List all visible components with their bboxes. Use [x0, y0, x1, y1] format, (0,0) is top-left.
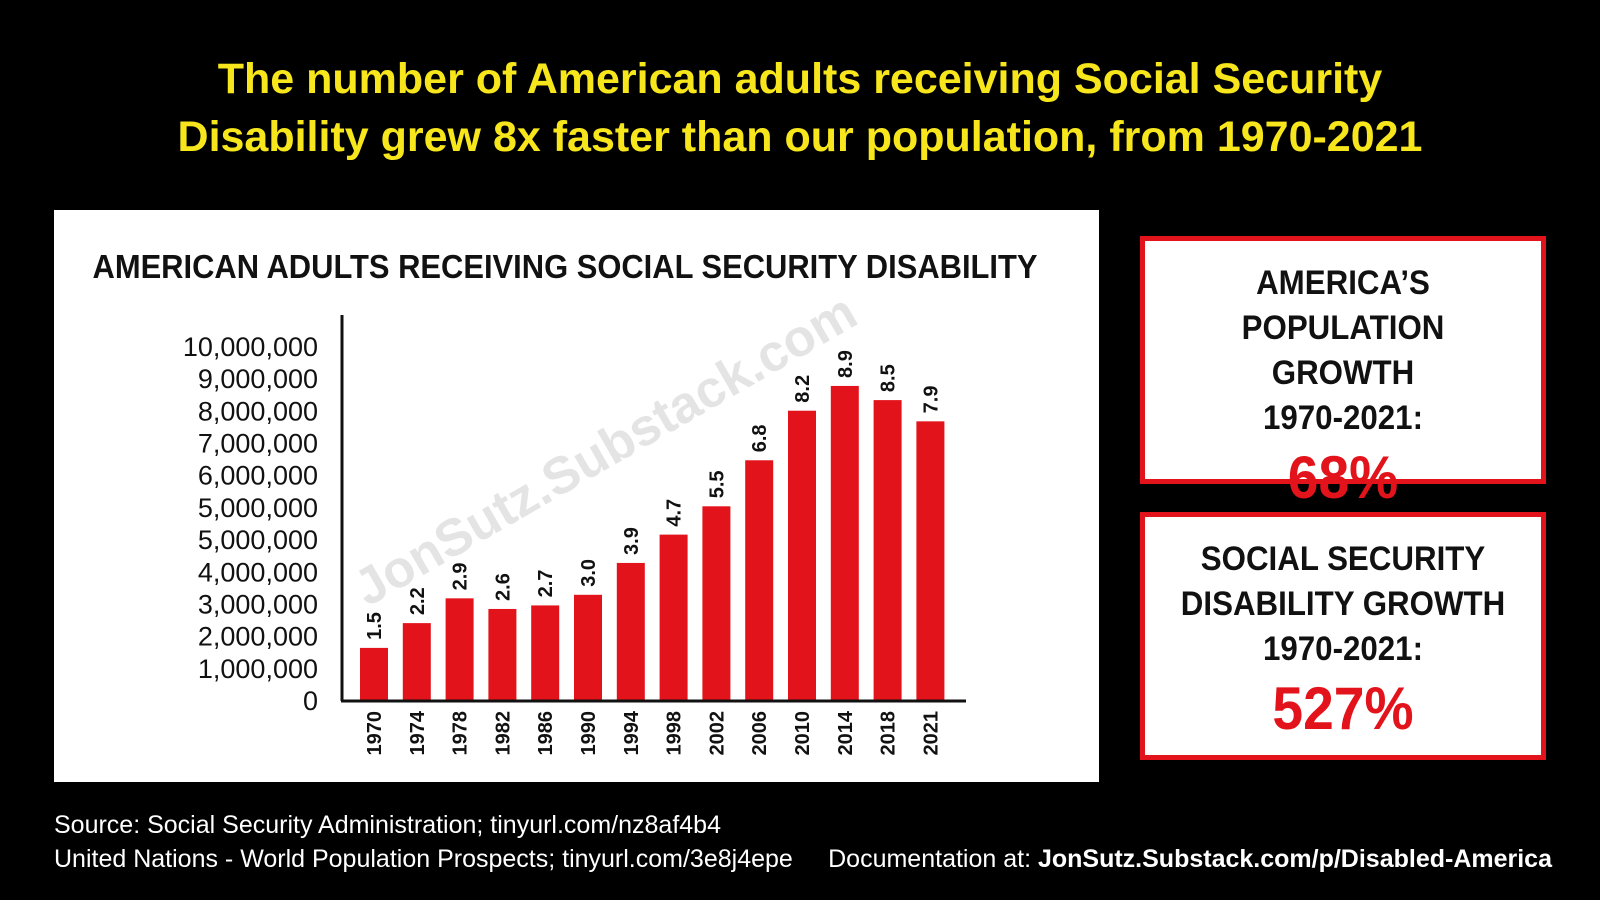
x-tick-label: 2010 [792, 711, 814, 756]
bar [616, 562, 645, 701]
disability-growth-label: SOCIAL SECURITY DISABILITY GROWTH 1970-2… [1161, 517, 1525, 672]
headline: The number of American adults receiving … [40, 50, 1560, 166]
bar-data-label: 2.2 [407, 587, 429, 615]
population-label-line-3: 1970-2021: [1262, 399, 1423, 437]
population-growth-value: 68% [1287, 444, 1399, 511]
bar-data-label: 8.5 [878, 364, 900, 392]
x-tick-label: 2018 [878, 711, 900, 756]
y-tick-label: 9,000,000 [198, 364, 318, 394]
bar [788, 410, 816, 701]
bar-data-label: 8.9 [835, 350, 857, 378]
bar-data-label: 2.6 [492, 573, 514, 601]
y-tick-label: 1,000,000 [198, 654, 318, 684]
x-tick-label: 2002 [706, 711, 728, 756]
bar [488, 608, 517, 701]
chart-title: AMERICAN ADULTS RECEIVING SOCIAL SECURIT… [93, 248, 1038, 285]
disability-growth-value: 527% [1272, 675, 1414, 742]
x-tick-label: 1994 [621, 710, 643, 755]
x-tick-label: 1998 [664, 711, 686, 756]
disability-label-line-2: DISABILITY GROWTH [1180, 585, 1506, 623]
source-line-2: United Nations - World Population Prospe… [54, 845, 793, 873]
y-tick-label: 4,000,000 [198, 557, 318, 587]
bar-data-label: 2.9 [450, 563, 472, 591]
bar-data-label: 1.5 [364, 612, 386, 640]
y-tick-label: 6,000,000 [198, 461, 318, 491]
bar-data-label: 3.9 [621, 527, 643, 555]
x-tick-label: 1982 [492, 711, 514, 756]
y-tick-label: 2,000,000 [198, 622, 318, 652]
x-tick-label: 2006 [749, 711, 771, 756]
bar-data-label: 2.7 [535, 570, 557, 598]
x-axis-tick-labels: 1970 1974 1978 1982 1986 1990 1994 1998 2002 2006… [364, 710, 942, 755]
bar-data-label: 3.0 [578, 559, 600, 587]
bar-chart: JonSutz.Substack.com AMERICAN ADULTS REC… [93, 248, 1038, 756]
headline-line-1: The number of American adults receiving … [217, 55, 1383, 103]
y-tick-label: 10,000,000 [183, 332, 318, 362]
population-label-line-1: AMERICA’S [1256, 264, 1430, 302]
x-tick-label: 2021 [920, 711, 942, 756]
chart-panel: JonSutz.Substack.com AMERICAN ADULTS REC… [54, 210, 1099, 782]
documentation-note: Documentation at: JonSutz.Substack.com/p… [828, 842, 1552, 876]
bar [916, 421, 945, 701]
disability-label-line-1: SOCIAL SECURITY [1200, 540, 1486, 578]
bar [830, 385, 859, 701]
x-tick-label: 1978 [450, 711, 472, 756]
population-growth-box: AMERICA’S POPULATION GROWTH 1970-2021: 6… [1140, 236, 1546, 511]
documentation-link[interactable]: JonSutz.Substack.com/p/Disabled-America [1037, 845, 1552, 873]
bar [574, 594, 602, 701]
y-tick-label: 5,000,000 [198, 493, 318, 523]
bar-data-label: 4.7 [664, 499, 686, 527]
bar [659, 534, 688, 701]
source-notes: Source: Social Security Administration; … [54, 808, 793, 876]
x-tick-label: 2014 [835, 710, 857, 755]
y-tick-label: 8,000,000 [198, 396, 318, 426]
bar-data-label: 5.5 [706, 470, 728, 498]
disability-label-line-3: 1970-2021: [1262, 630, 1423, 668]
bar [745, 460, 774, 701]
x-tick-label: 1990 [578, 711, 600, 756]
y-tick-label: 0 [303, 686, 318, 716]
source-line-1: Source: Social Security Administration; … [54, 811, 721, 839]
population-growth-label: AMERICA’S POPULATION GROWTH 1970-2021: [1161, 241, 1525, 441]
population-label-line-2: POPULATION GROWTH [1241, 309, 1445, 392]
bar [873, 400, 902, 701]
documentation-prefix: Documentation at: [828, 845, 1038, 873]
bar-data-label: 8.2 [792, 375, 814, 403]
y-tick-label: 5,000,000 [198, 525, 318, 555]
bar-data-labels: 1.5 2.2 2.9 2.6 2.7 3.0 3.9 4.7 5.5 6.8 8.2 8.9 8.5 7… [364, 350, 942, 640]
y-axis-tick-labels: 01,000,0002,000,0003,000,0004,000,0005,0… [183, 332, 318, 716]
bar [702, 506, 731, 701]
x-tick-label: 1974 [407, 710, 429, 755]
disability-growth-box: SOCIAL SECURITY DISABILITY GROWTH 1970-2… [1140, 512, 1546, 760]
bar [531, 605, 560, 701]
headline-line-2: Disability grew 8x faster than our popul… [177, 113, 1423, 161]
x-tick-label: 1986 [535, 711, 557, 756]
bar-data-label: 7.9 [920, 386, 942, 414]
bar [360, 647, 388, 701]
x-tick-label: 1970 [364, 711, 386, 756]
bars [360, 385, 945, 701]
y-tick-label: 3,000,000 [198, 589, 318, 619]
bar [445, 598, 474, 701]
bar [402, 623, 431, 701]
y-tick-label: 7,000,000 [198, 429, 318, 459]
bar-data-label: 6.8 [749, 424, 771, 452]
